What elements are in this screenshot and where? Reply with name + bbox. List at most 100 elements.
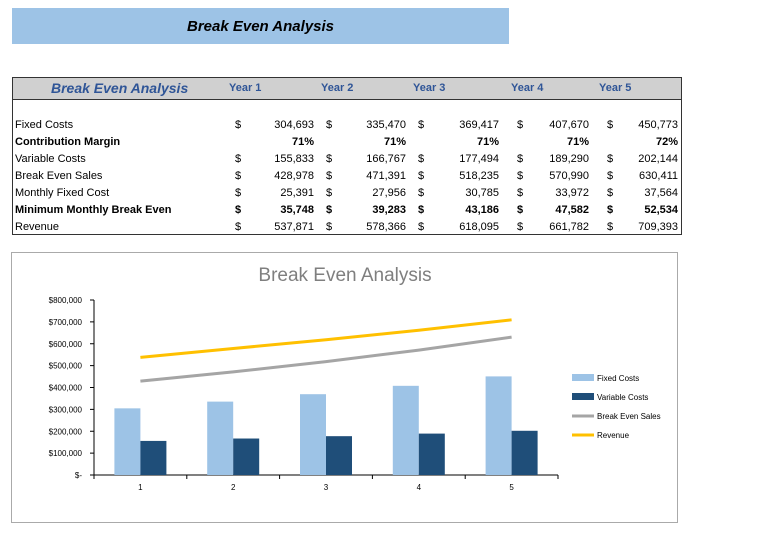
currency-symbol: $	[235, 221, 242, 233]
cell-value: 537,871	[274, 221, 314, 233]
table-row: Fixed Costs $304,693 $335,470 $369,417 $407,…	[13, 117, 681, 134]
cell-value: 37,564	[644, 187, 678, 199]
bar-variable-costs	[326, 436, 352, 475]
cell-value: 471,391	[366, 170, 406, 182]
bar-fixed-costs	[300, 394, 326, 475]
cell-value: 709,393	[638, 221, 678, 233]
cell-value: 189,290	[549, 153, 589, 165]
year-header: Year 2	[321, 82, 354, 94]
title-banner: Break Even Analysis	[12, 8, 509, 44]
cell-value: 570,990	[549, 170, 589, 182]
row-label: Fixed Costs	[15, 119, 74, 131]
table-row: Contribution Margin 71% 71% 71% 71% 72%	[13, 134, 681, 151]
currency-symbol: $	[517, 170, 524, 182]
currency-symbol: $	[517, 187, 524, 199]
x-tick-label: 5	[509, 483, 514, 492]
cell-value: 166,767	[366, 153, 406, 165]
table-title: Break Even Analysis	[51, 80, 189, 96]
legend-label: Fixed Costs	[597, 374, 639, 383]
break-even-chart: Break Even Analysis $- $100,000 $200,000 $3…	[11, 252, 678, 523]
cell-value: 155,833	[274, 153, 314, 165]
currency-symbol: $	[607, 119, 614, 131]
table-header: Break Even Analysis Year 1 Year 2 Year 3…	[13, 78, 681, 100]
break-even-table: Break Even Analysis Year 1 Year 2 Year 3…	[12, 77, 682, 235]
currency-symbol: $	[235, 119, 242, 131]
y-tick-label: $100,000	[49, 449, 83, 458]
cell-value: 661,782	[549, 221, 589, 233]
x-tick-label: 2	[231, 483, 236, 492]
legend-swatch	[572, 374, 594, 381]
cell-value: 27,956	[372, 187, 406, 199]
cell-value: 25,391	[280, 187, 314, 199]
x-tick-label: 3	[324, 483, 329, 492]
bar-fixed-costs	[485, 376, 512, 475]
cell-value: 30,785	[465, 187, 499, 199]
cell-value: 39,283	[372, 204, 406, 216]
cell-value: 52,534	[644, 204, 678, 216]
cell-value: 578,366	[366, 221, 406, 233]
cell-value: 71%	[291, 136, 314, 148]
currency-symbol: $	[326, 204, 333, 216]
currency-symbol: $	[607, 153, 614, 165]
banner-title: Break Even Analysis	[186, 17, 335, 35]
bar-fixed-costs	[392, 385, 419, 475]
y-tick-label: $300,000	[49, 405, 83, 414]
bar-variable-costs	[140, 440, 167, 475]
x-tick-label: 4	[417, 483, 422, 492]
currency-symbol: $	[418, 204, 425, 216]
table-row: Minimum Monthly Break Even $35,748 $39,283…	[13, 202, 681, 219]
y-tick-label: $600,000	[49, 340, 83, 349]
row-label: Contribution Margin	[15, 136, 121, 148]
cell-value: 33,972	[555, 187, 589, 199]
row-label: Break Even Sales	[15, 170, 103, 182]
currency-symbol: $	[607, 187, 614, 199]
cell-value: 335,470	[366, 119, 406, 131]
bar-variable-costs	[511, 430, 538, 475]
chart-svg: Break Even Analysis $- $100,000 $200,000 $3…	[49, 265, 661, 492]
bar-variable-costs	[233, 438, 260, 475]
cell-value: 177,494	[459, 153, 499, 165]
currency-symbol: $	[517, 221, 524, 233]
year-header: Year 5	[599, 82, 632, 94]
cell-value: 43,186	[465, 204, 499, 216]
cell-value: 47,582	[555, 204, 589, 216]
y-tick-label: $400,000	[49, 384, 83, 393]
bar-variable-costs	[418, 433, 445, 475]
bar-fixed-costs	[114, 408, 141, 475]
currency-symbol: $	[517, 153, 524, 165]
currency-symbol: $	[418, 153, 425, 165]
cell-value: 630,411	[639, 170, 678, 182]
y-tick-label: $-	[75, 471, 82, 480]
table-row: Break Even Sales $428,978 $471,391 $518,235…	[13, 168, 681, 185]
y-tick-label: $700,000	[49, 318, 83, 327]
year-header: Year 4	[511, 82, 544, 94]
table-row: Variable Costs $155,833 $166,767 $177,494 $1…	[13, 151, 681, 168]
currency-symbol: $	[235, 204, 242, 216]
currency-symbol: $	[607, 221, 614, 233]
line-break-even-sales	[140, 335, 512, 383]
row-label: Monthly Fixed Cost	[15, 187, 110, 199]
cell-value: 71%	[476, 136, 499, 148]
legend-label: Break Even Sales	[597, 412, 661, 421]
currency-symbol: $	[235, 170, 242, 182]
cell-value: 304,693	[274, 119, 314, 131]
legend-label: Revenue	[597, 431, 630, 440]
y-tick-label: $500,000	[49, 362, 83, 371]
x-tick-label: 1	[138, 483, 143, 492]
currency-symbol: $	[418, 170, 425, 182]
cell-value: 428,978	[274, 170, 314, 182]
currency-symbol: $	[607, 204, 614, 216]
currency-symbol: $	[326, 187, 333, 199]
row-label: Revenue	[15, 221, 60, 233]
currency-symbol: $	[326, 119, 333, 131]
legend-label: Variable Costs	[597, 393, 648, 402]
year-header: Year 3	[413, 82, 446, 94]
row-label: Variable Costs	[15, 153, 86, 165]
table-row: Revenue $537,871 $578,366 $618,095 $661,782 $…	[13, 219, 681, 236]
currency-symbol: $	[607, 170, 614, 182]
table-row: Monthly Fixed Cost $25,391 $27,956 $30,785 $…	[13, 185, 681, 202]
cell-value: 450,773	[638, 119, 678, 131]
currency-symbol: $	[326, 170, 333, 182]
cell-value: 71%	[383, 136, 406, 148]
year-header: Year 1	[229, 82, 262, 94]
